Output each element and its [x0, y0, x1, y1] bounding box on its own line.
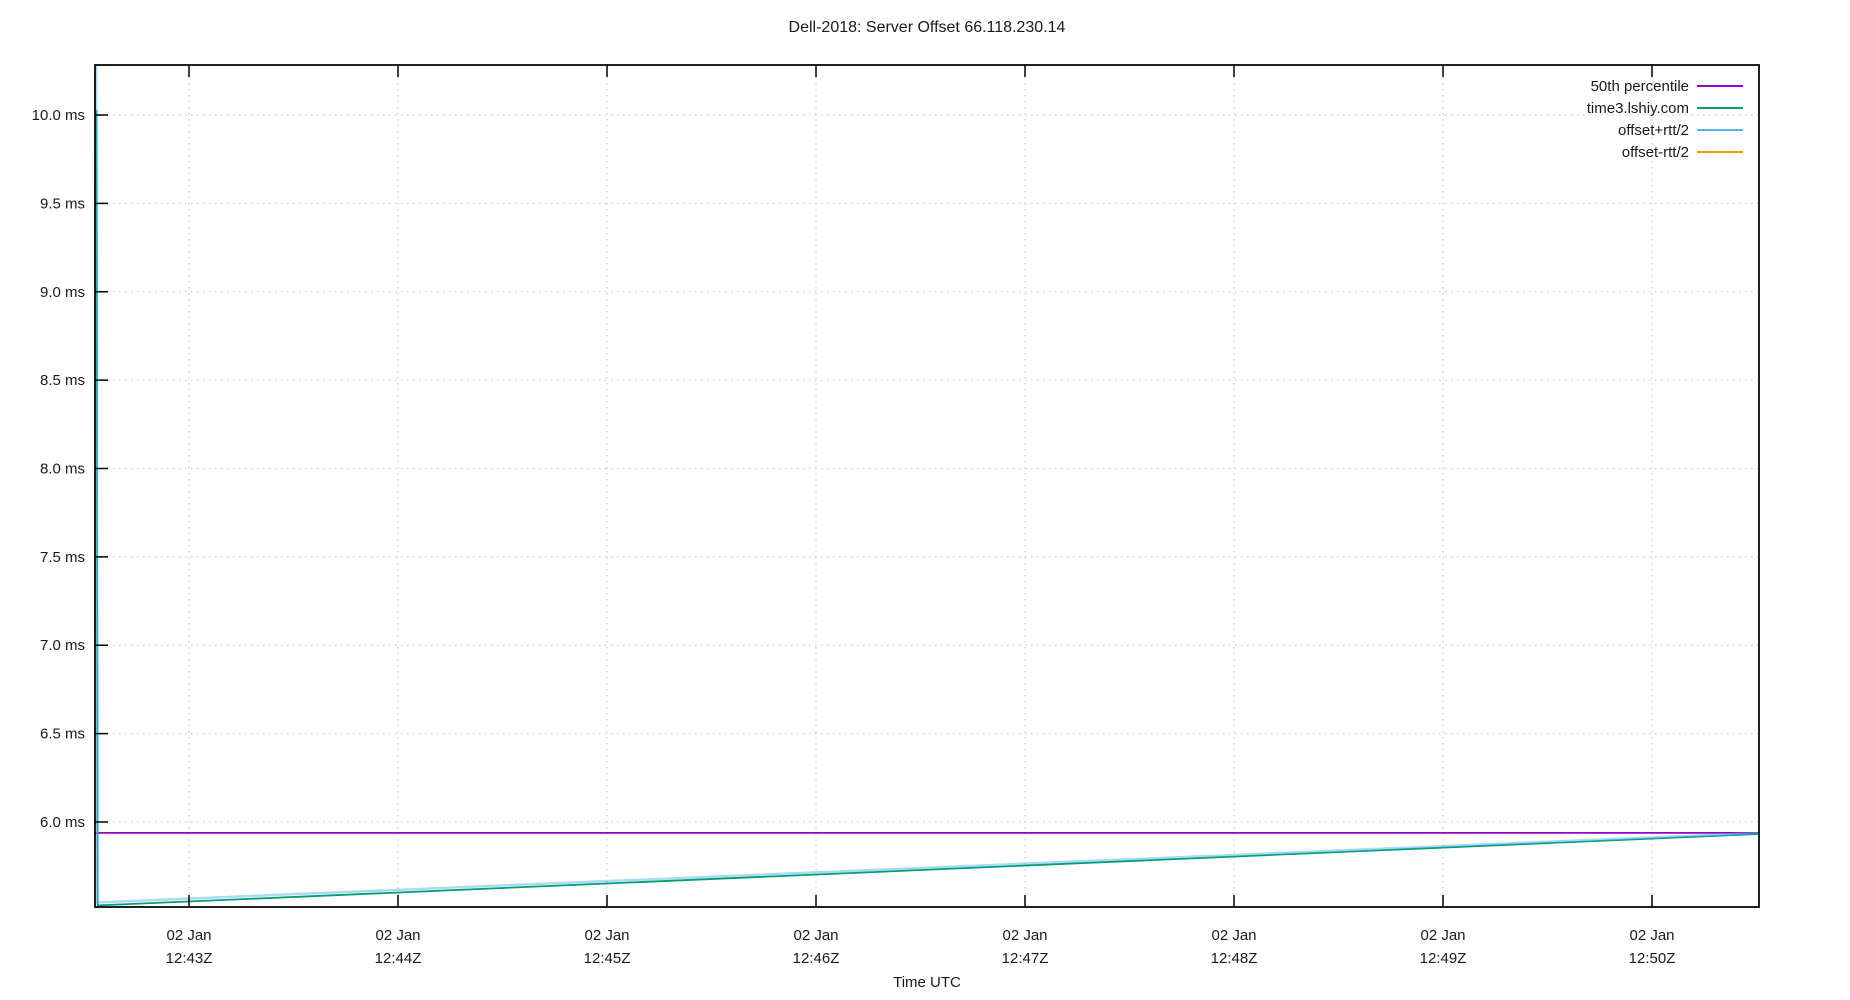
legend-label: offset+rtt/2 — [1618, 122, 1689, 139]
y-tick-label: 10.0 ms — [32, 107, 85, 124]
y-tick-label: 9.0 ms — [40, 284, 85, 301]
x-tick-label-time: 12:49Z — [1420, 950, 1467, 967]
x-tick-label-time: 12:43Z — [166, 950, 213, 967]
x-tick-label-time: 12:47Z — [1002, 950, 1049, 967]
legend: 50th percentile time3.lshiy.com offset+rtt… — [1587, 78, 1743, 161]
y-tick-label: 9.5 ms — [40, 195, 85, 212]
y-tick-label: 7.0 ms — [40, 637, 85, 654]
x-tick-label-time: 12:45Z — [584, 950, 631, 967]
legend-label: offset-rtt/2 — [1622, 144, 1689, 161]
x-tick-label-date: 02 Jan — [375, 927, 420, 944]
x-tick-labels: 02 Jan 12:43Z 02 Jan 12:44Z 02 Jan 12:45Z 02 J… — [166, 927, 1676, 967]
y-tick-label: 8.5 ms — [40, 372, 85, 389]
series-line-time3-lshiy-com — [95, 109, 1759, 907]
legend-label: 50th percentile — [1591, 78, 1689, 95]
x-tick-label-date: 02 Jan — [1420, 927, 1465, 944]
legend-item-time3-lshiy-com: time3.lshiy.com — [1587, 100, 1743, 117]
x-tick-label-time: 12:48Z — [1211, 950, 1258, 967]
series-line-offset-rtt-2 — [1635, 906, 1759, 907]
x-tick-label-date: 02 Jan — [1629, 927, 1674, 944]
x-tick-label-time: 12:44Z — [375, 950, 422, 967]
legend-item-offset-rtt-2: offset-rtt/2 — [1622, 144, 1743, 161]
y-tick-label: 7.5 ms — [40, 549, 85, 566]
plot-border — [94, 64, 1760, 908]
y-tick-label: 6.5 ms — [40, 726, 85, 743]
legend-item-offset-rtt-2: offset+rtt/2 — [1618, 122, 1743, 139]
legend-item-50th-percentile: 50th percentile — [1591, 78, 1743, 95]
series-line-offset-rtt-2 — [95, 65, 1759, 904]
x-tick-label-date: 02 Jan — [1002, 927, 1047, 944]
y-tick-labels: 6.0 ms 6.5 ms 7.0 ms 7.5 ms 8.0 ms 8.5 ms 9.0 … — [32, 107, 85, 831]
x-axis-title: Time UTC — [893, 974, 961, 991]
x-tick-label-time: 12:50Z — [1629, 950, 1676, 967]
legend-label: time3.lshiy.com — [1587, 100, 1689, 117]
x-tick-label-date: 02 Jan — [793, 927, 838, 944]
chart-title: Dell-2018: Server Offset 66.118.230.14 — [788, 19, 1066, 36]
x-tick-label-time: 12:46Z — [793, 950, 840, 967]
x-tick-label-date: 02 Jan — [166, 927, 211, 944]
y-tick-label: 8.0 ms — [40, 461, 85, 478]
series-lines — [95, 65, 1759, 907]
y-tick-label: 6.0 ms — [40, 814, 85, 831]
x-tick-label-date: 02 Jan — [1211, 927, 1256, 944]
x-tick-label-date: 02 Jan — [584, 927, 629, 944]
gridlines — [95, 65, 1759, 907]
tick-marks — [95, 65, 1653, 907]
